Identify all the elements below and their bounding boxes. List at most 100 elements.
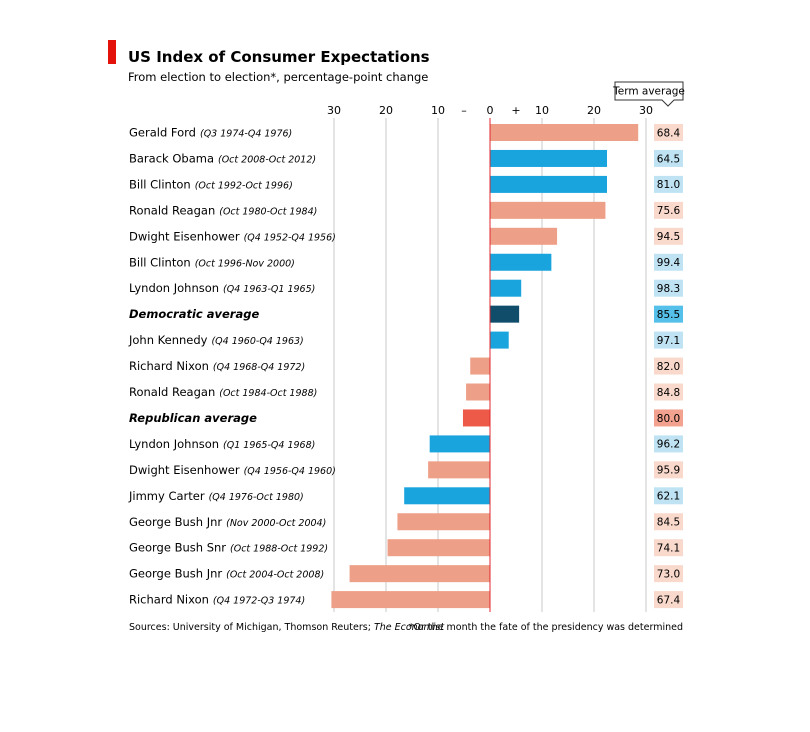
bar bbox=[349, 565, 490, 583]
bar bbox=[490, 201, 606, 219]
term-average-cell bbox=[654, 253, 683, 271]
row-label: Lyndon Johnson (Q1 1965-Q4 1968) bbox=[129, 437, 315, 451]
bar bbox=[490, 149, 607, 167]
row-period: (Oct 2004-Oct 2008) bbox=[226, 570, 324, 581]
bar bbox=[397, 513, 490, 531]
row-name: Lyndon Johnson bbox=[129, 281, 219, 295]
term-average-value: 97.1 bbox=[657, 335, 680, 347]
row-name: Dwight Eisenhower bbox=[129, 463, 240, 477]
row-period: (Oct 1984-Oct 1988) bbox=[219, 388, 317, 399]
term-average-cell bbox=[654, 591, 683, 609]
row-period: (Q1 1965-Q4 1968) bbox=[223, 440, 315, 451]
term-average-value: 84.8 bbox=[657, 387, 680, 399]
row-period: (Q4 1956-Q4 1960) bbox=[244, 466, 336, 477]
row-label: Ronald Reagan (Oct 1984-Oct 1988) bbox=[129, 385, 317, 399]
row-name: George Bush Jnr bbox=[129, 567, 222, 581]
bars bbox=[331, 124, 639, 609]
row-name: John Kennedy bbox=[128, 333, 208, 347]
term-average-value: 82.0 bbox=[657, 361, 680, 373]
bar bbox=[466, 383, 490, 401]
term-average-cell bbox=[654, 227, 683, 245]
term-average-values: 68.4 64.5 81.0 75.6 94.5 99.4 98.3 85.5 97.1 82.0… bbox=[654, 124, 683, 609]
bar bbox=[490, 227, 558, 245]
x-axis-ticks: 30 20 10 – 0 +10 20 30 bbox=[327, 104, 653, 117]
row-period: (Q4 1976-Oct 1980) bbox=[209, 492, 304, 503]
row-name: Richard Nixon bbox=[129, 593, 209, 607]
row-label: Democratic average bbox=[129, 307, 259, 321]
term-average-header: Term average bbox=[612, 81, 685, 107]
row-name: Richard Nixon bbox=[129, 359, 209, 373]
row-label: George Bush Snr (Oct 1988-Oct 1992) bbox=[129, 541, 328, 555]
term-average-cell bbox=[654, 383, 683, 401]
bar bbox=[387, 539, 490, 557]
row-period: (Oct 1988-Oct 1992) bbox=[230, 544, 328, 555]
term-average-value: 95.9 bbox=[657, 465, 680, 477]
term-average-value: 64.5 bbox=[657, 153, 680, 165]
row-label: Ronald Reagan (Oct 1980-Oct 1984) bbox=[129, 203, 317, 217]
term-average-value: 75.6 bbox=[657, 205, 681, 217]
term-average-cell bbox=[654, 435, 683, 453]
row-label: George Bush Jnr (Oct 2004-Oct 2008) bbox=[129, 567, 324, 581]
row-period: (Nov 2000-Oct 2004) bbox=[226, 518, 326, 529]
chart-title: US Index of Consumer Expectations bbox=[128, 48, 430, 66]
term-average-cell bbox=[654, 487, 683, 505]
term-average-cell bbox=[654, 331, 683, 349]
term-average-cell bbox=[654, 461, 683, 479]
row-period: (Q4 1952-Q4 1956) bbox=[244, 232, 336, 243]
bar bbox=[331, 591, 490, 609]
row-name: Ronald Reagan bbox=[129, 385, 215, 399]
row-label: Bill Clinton (Oct 1992-Oct 1996) bbox=[129, 177, 293, 191]
row-name: George Bush Jnr bbox=[129, 515, 222, 529]
x-tick-label: 20 bbox=[587, 104, 601, 117]
term-average-cell bbox=[654, 149, 683, 167]
bar bbox=[428, 461, 490, 479]
bar bbox=[470, 357, 490, 375]
bar bbox=[490, 305, 520, 323]
term-average-cell bbox=[654, 409, 683, 427]
term-average-cell bbox=[654, 201, 683, 219]
term-average-value: 74.1 bbox=[657, 543, 680, 555]
row-label: Bill Clinton (Oct 1996-Nov 2000) bbox=[129, 255, 295, 269]
bar bbox=[490, 124, 639, 141]
x-tick-label: 10 bbox=[431, 104, 445, 117]
row-name: Dwight Eisenhower bbox=[129, 229, 240, 243]
row-period: (Oct 1992-Oct 1996) bbox=[195, 180, 293, 191]
x-tick-label: 0 bbox=[487, 104, 494, 117]
term-average-cell bbox=[654, 279, 683, 297]
row-name: Democratic average bbox=[129, 307, 259, 321]
term-average-value: 81.0 bbox=[657, 179, 680, 191]
row-labels: Gerald Ford (Q3 1974-Q4 1976) Barack Obama… bbox=[128, 126, 336, 607]
x-tick-label: 20 bbox=[379, 104, 393, 117]
chart-subtitle: From election to election*, percentage-p… bbox=[128, 70, 428, 84]
row-label: Dwight Eisenhower (Q4 1956-Q4 1960) bbox=[129, 463, 336, 477]
source-text: Sources: University of Michigan, Thomson… bbox=[129, 622, 374, 633]
bar bbox=[462, 409, 490, 427]
row-period: (Q3 1974-Q4 1976) bbox=[200, 129, 292, 140]
row-label: John Kennedy (Q4 1960-Q4 1963) bbox=[128, 333, 304, 347]
row-name: Ronald Reagan bbox=[129, 203, 215, 217]
source-note: Sources: University of Michigan, Thomson… bbox=[129, 622, 445, 633]
term-average-value: 68.4 bbox=[657, 127, 681, 139]
row-label: Lyndon Johnson (Q4 1963-Q1 1965) bbox=[129, 281, 315, 295]
row-period: (Q4 1960-Q4 1963) bbox=[211, 336, 303, 347]
term-average-cell bbox=[654, 175, 683, 193]
row-label: George Bush Jnr (Nov 2000-Oct 2004) bbox=[129, 515, 326, 529]
term-average-cell bbox=[654, 357, 683, 375]
row-name: George Bush Snr bbox=[129, 541, 226, 555]
x-tick-label: 10 bbox=[535, 104, 549, 117]
term-average-value: 99.4 bbox=[657, 257, 681, 269]
term-average-value: 84.5 bbox=[657, 517, 680, 529]
x-tick-label: 30 bbox=[327, 104, 341, 117]
term-average-cell bbox=[654, 513, 683, 531]
bar bbox=[404, 487, 490, 505]
row-period: (Q4 1963-Q1 1965) bbox=[223, 284, 315, 295]
bar bbox=[490, 331, 509, 349]
x-tick-label: 30 bbox=[639, 104, 653, 117]
row-period: (Oct 1996-Nov 2000) bbox=[195, 258, 295, 269]
row-name: Bill Clinton bbox=[129, 177, 191, 191]
term-average-value: 67.4 bbox=[657, 594, 681, 606]
row-name: Barack Obama bbox=[129, 151, 214, 165]
row-period: (Oct 1980-Oct 1984) bbox=[219, 206, 317, 217]
bar bbox=[490, 253, 552, 271]
